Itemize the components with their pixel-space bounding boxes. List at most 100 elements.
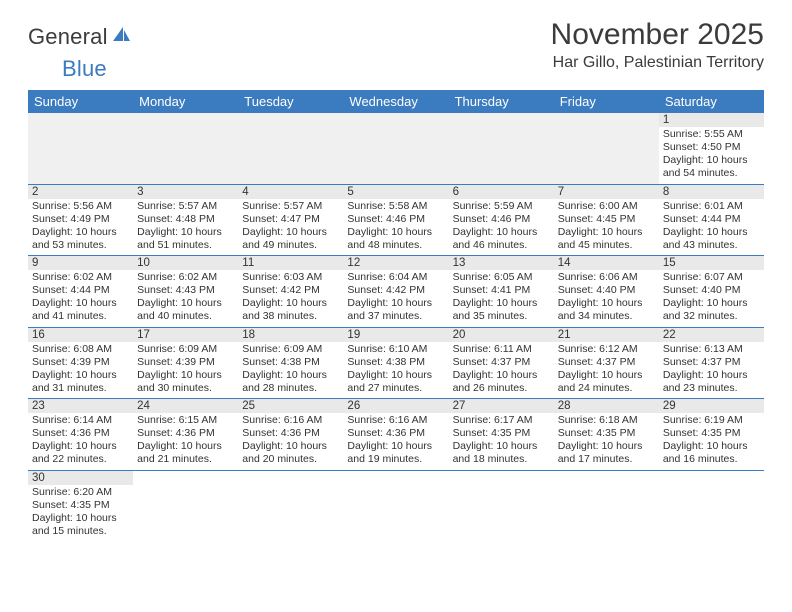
day-number: 10 (133, 256, 238, 270)
day-number: 16 (28, 328, 133, 342)
sunrise-text: Sunrise: 6:11 AM (453, 343, 550, 356)
daylight-text: Daylight: 10 hours and 45 minutes. (558, 226, 655, 252)
sunrise-text: Sunrise: 6:20 AM (32, 486, 129, 499)
day-number: 1 (659, 113, 764, 127)
dow-cell: Monday (133, 90, 238, 113)
day-number: 2 (28, 185, 133, 199)
day-cell: Sunrise: 6:05 AMSunset: 4:41 PMDaylight:… (449, 270, 554, 327)
week: 30Sunrise: 6:20 AMSunset: 4:35 PMDayligh… (28, 471, 764, 542)
sail-icon (110, 25, 132, 48)
day-cell: Sunrise: 5:55 AMSunset: 4:50 PMDaylight:… (659, 127, 764, 184)
day-cell: Sunrise: 6:00 AMSunset: 4:45 PMDaylight:… (554, 199, 659, 256)
day-number (238, 113, 343, 127)
day-number: 6 (449, 185, 554, 199)
day-number (28, 113, 133, 127)
daylight-text: Daylight: 10 hours and 53 minutes. (32, 226, 129, 252)
sunrise-text: Sunrise: 6:09 AM (137, 343, 234, 356)
day-cell: Sunrise: 6:14 AMSunset: 4:36 PMDaylight:… (28, 413, 133, 470)
day-cell (343, 127, 448, 184)
day-number: 13 (449, 256, 554, 270)
page: General November 2025 Har Gillo, Palesti… (0, 0, 792, 541)
sunset-text: Sunset: 4:41 PM (453, 284, 550, 297)
day-number: 11 (238, 256, 343, 270)
daylight-text: Daylight: 10 hours and 38 minutes. (242, 297, 339, 323)
sunrise-text: Sunrise: 6:18 AM (558, 414, 655, 427)
day-number: 12 (343, 256, 448, 270)
daylight-text: Daylight: 10 hours and 30 minutes. (137, 369, 234, 395)
sunset-text: Sunset: 4:46 PM (453, 213, 550, 226)
day-number (133, 113, 238, 127)
sunset-text: Sunset: 4:44 PM (32, 284, 129, 297)
day-cell (659, 485, 764, 542)
day-cell: Sunrise: 6:16 AMSunset: 4:36 PMDaylight:… (238, 413, 343, 470)
week-body: Sunrise: 6:02 AMSunset: 4:44 PM Daylight:… (28, 270, 764, 327)
daylight-text: Daylight: 10 hours and 20 minutes. (242, 440, 339, 466)
day-number (449, 471, 554, 485)
sunset-text: Sunset: 4:35 PM (32, 499, 129, 512)
week-body: Sunrise: 5:55 AMSunset: 4:50 PMDaylight:… (28, 127, 764, 184)
week: 9101112131415Sunrise: 6:02 AMSunset: 4:4… (28, 256, 764, 328)
sunset-text: Sunset: 4:38 PM (347, 356, 444, 369)
sunrise-text: Sunrise: 6:10 AM (347, 343, 444, 356)
daylight-text: Daylight: 10 hours and 15 minutes. (32, 512, 129, 538)
day-number: 15 (659, 256, 764, 270)
day-number: 3 (133, 185, 238, 199)
day-cell (449, 485, 554, 542)
daylight-text: Daylight: 10 hours and 17 minutes. (558, 440, 655, 466)
day-cell: Sunrise: 6:12 AMSunset: 4:37 PMDaylight:… (554, 342, 659, 399)
sunset-text: Sunset: 4:36 PM (347, 427, 444, 440)
day-cell: Sunrise: 6:13 AMSunset: 4:37 PMDaylight:… (659, 342, 764, 399)
sunset-text: Sunset: 4:50 PM (663, 141, 760, 154)
sunset-text: Sunset: 4:44 PM (663, 213, 760, 226)
day-cell: Sunrise: 6:02 AMSunset: 4:43 PMDaylight:… (133, 270, 238, 327)
sunset-text: Sunset: 4:35 PM (453, 427, 550, 440)
day-number: 23 (28, 399, 133, 413)
day-cell: Sunrise: 6:15 AMSunset: 4:36 PMDaylight:… (133, 413, 238, 470)
sunset-text: Sunset: 4:48 PM (137, 213, 234, 226)
logo-word1: General (28, 24, 108, 50)
day-cell: Sunrise: 5:57 AMSunset: 4:47 PMDaylight:… (238, 199, 343, 256)
daylight-text: Daylight: 10 hours and 34 minutes. (558, 297, 655, 323)
day-cell: Sunrise: 6:18 AMSunset: 4:35 PMDaylight:… (554, 413, 659, 470)
dow-cell: Thursday (449, 90, 554, 113)
day-number (659, 471, 764, 485)
sunset-text: Sunset: 4:43 PM (137, 284, 234, 297)
sunset-text: Sunset: 4:46 PM (347, 213, 444, 226)
day-number (554, 471, 659, 485)
day-number: 29 (659, 399, 764, 413)
day-cell (133, 485, 238, 542)
sunset-text: Sunset: 4:49 PM (32, 213, 129, 226)
sunrise-text: Sunrise: 6:02 AM (32, 271, 129, 284)
daylight-text: Daylight: 10 hours and 21 minutes. (137, 440, 234, 466)
sunset-text: Sunset: 4:39 PM (32, 356, 129, 369)
daylight-text: Daylight: 10 hours and 23 minutes. (663, 369, 760, 395)
sunset-text: Sunset: 4:37 PM (558, 356, 655, 369)
day-number (449, 113, 554, 127)
daylight-text: Daylight: 10 hours and 27 minutes. (347, 369, 444, 395)
sunrise-text: Sunrise: 6:01 AM (663, 200, 760, 213)
day-number: 26 (343, 399, 448, 413)
day-cell (133, 127, 238, 184)
dow-cell: Friday (554, 90, 659, 113)
week-body: Sunrise: 6:20 AMSunset: 4:35 PMDaylight:… (28, 485, 764, 542)
week-num-row: 23242526272829 (28, 399, 764, 413)
day-cell: Sunrise: 6:09 AMSunset: 4:39 PMDaylight:… (133, 342, 238, 399)
sunset-text: Sunset: 4:45 PM (558, 213, 655, 226)
day-number: 28 (554, 399, 659, 413)
sunset-text: Sunset: 4:40 PM (558, 284, 655, 297)
sunrise-text: Sunrise: 6:16 AM (347, 414, 444, 427)
day-number: 30 (28, 471, 133, 485)
sunset-text: Sunset: 4:39 PM (137, 356, 234, 369)
daylight-text: Daylight: 10 hours and 49 minutes. (242, 226, 339, 252)
dow-cell: Sunday (28, 90, 133, 113)
daylight-text: Daylight: 10 hours and 48 minutes. (347, 226, 444, 252)
dow-cell: Wednesday (343, 90, 448, 113)
day-cell: Sunrise: 5:59 AMSunset: 4:46 PMDaylight:… (449, 199, 554, 256)
week: 2345678Sunrise: 5:56 AMSunset: 4:49 PMDa… (28, 185, 764, 257)
day-number: 8 (659, 185, 764, 199)
day-number: 21 (554, 328, 659, 342)
month-title: November 2025 (551, 18, 764, 52)
day-number (343, 471, 448, 485)
sunrise-text: Sunrise: 6:05 AM (453, 271, 550, 284)
logo-word2: Blue (62, 56, 107, 81)
